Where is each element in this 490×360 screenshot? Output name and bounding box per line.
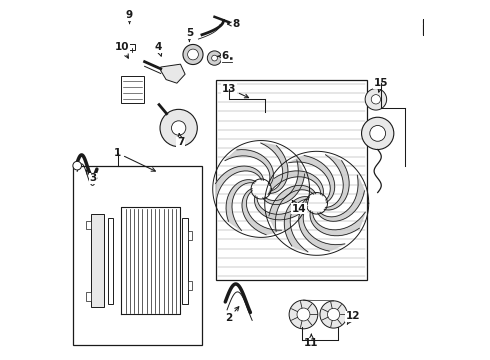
Polygon shape [299, 204, 345, 251]
Polygon shape [242, 189, 281, 235]
Text: 13: 13 [221, 84, 248, 98]
Circle shape [320, 301, 347, 328]
Polygon shape [226, 180, 256, 231]
Bar [124, 44, 135, 50]
Polygon shape [216, 166, 264, 200]
Bar [122, 76, 144, 103]
Bar [188, 231, 192, 240]
Bar [73, 166, 202, 345]
Text: 5: 5 [186, 28, 193, 41]
Text: 15: 15 [374, 78, 389, 92]
Bar [108, 218, 113, 304]
Polygon shape [254, 196, 306, 220]
Circle shape [365, 89, 387, 110]
Circle shape [297, 308, 310, 321]
Polygon shape [289, 156, 335, 202]
Circle shape [207, 51, 221, 65]
Bar [188, 282, 192, 290]
Circle shape [289, 300, 318, 329]
Bar [87, 292, 91, 301]
Text: 6: 6 [218, 51, 229, 61]
Polygon shape [261, 143, 288, 193]
Circle shape [172, 121, 186, 135]
Text: 8: 8 [227, 19, 240, 29]
Polygon shape [269, 185, 316, 231]
Circle shape [183, 44, 203, 64]
Polygon shape [284, 197, 309, 252]
Polygon shape [268, 171, 323, 196]
Bar [91, 214, 104, 307]
Circle shape [73, 161, 81, 170]
Text: 3: 3 [86, 170, 97, 183]
Polygon shape [161, 64, 185, 83]
Circle shape [160, 109, 197, 147]
Circle shape [362, 117, 394, 149]
Bar [182, 218, 188, 304]
Polygon shape [324, 155, 349, 210]
Text: 10: 10 [115, 42, 130, 58]
Circle shape [212, 55, 218, 61]
Polygon shape [318, 175, 365, 221]
Text: 14: 14 [292, 201, 306, 214]
Polygon shape [310, 211, 366, 236]
Polygon shape [263, 160, 305, 204]
Circle shape [370, 126, 386, 141]
Bar [87, 221, 91, 229]
Polygon shape [225, 150, 273, 185]
Circle shape [188, 49, 198, 60]
Bar [216, 80, 367, 280]
Text: 2: 2 [225, 307, 239, 323]
Circle shape [327, 309, 340, 321]
Text: 11: 11 [304, 334, 319, 348]
Text: 1: 1 [114, 148, 155, 171]
Text: 4: 4 [154, 42, 162, 56]
Text: 12: 12 [345, 311, 360, 324]
Circle shape [371, 95, 381, 104]
Text: 7: 7 [177, 134, 184, 147]
Text: 9: 9 [126, 10, 133, 23]
